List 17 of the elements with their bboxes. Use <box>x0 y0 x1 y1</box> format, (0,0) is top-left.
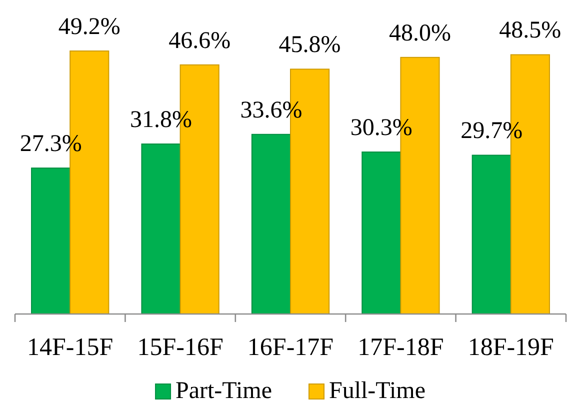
data-label: 45.8% <box>278 32 341 58</box>
legend-label: Part-Time <box>176 378 272 402</box>
bar <box>141 144 181 314</box>
bar <box>251 134 291 314</box>
bar <box>472 154 512 314</box>
data-label: 46.6% <box>168 28 231 54</box>
x-tick-label: 17F-18F <box>358 334 444 361</box>
x-tick-label: 16F-17F <box>247 334 334 361</box>
x-tick-label: 15F-16F <box>137 334 224 361</box>
data-label: 49.2% <box>58 14 120 40</box>
x-tick-label: 18F-19F <box>468 334 554 361</box>
bar <box>31 168 71 314</box>
data-label: 48.5% <box>499 18 562 44</box>
data-label: 48.0% <box>388 20 451 46</box>
x-tick-label: 14F-15F <box>27 334 114 361</box>
legend-label: Full-Time <box>328 378 426 402</box>
bar <box>362 152 402 314</box>
